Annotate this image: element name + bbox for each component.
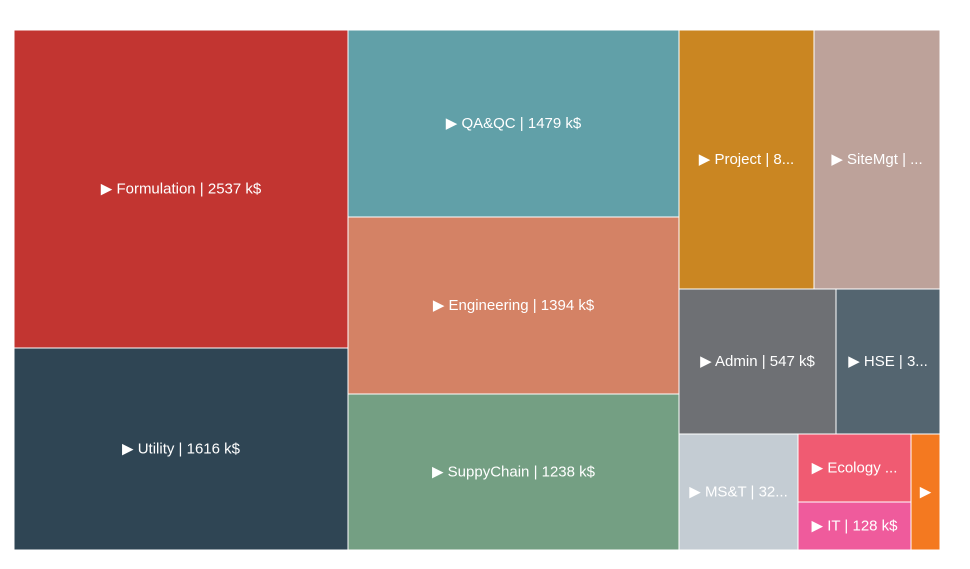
treemap-rect-admin[interactable] bbox=[678, 288, 837, 435]
treemap-tile-admin[interactable]: ▶ Admin | 547 k$ bbox=[678, 288, 837, 435]
treemap-rect-qa-qc[interactable] bbox=[347, 29, 680, 218]
treemap-tile-qa-qc[interactable]: ▶ QA&QC | 1479 k$ bbox=[347, 29, 680, 218]
treemap-label-qa-qc: ▶ QA&QC | 1479 k$ bbox=[446, 115, 582, 132]
treemap-label-engineering: ▶ Engineering | 1394 k$ bbox=[433, 297, 595, 314]
treemap-tile-sitemgt[interactable]: ▶ SiteMgt | ... bbox=[813, 29, 941, 290]
treemap-rect-engineering[interactable] bbox=[347, 216, 680, 395]
treemap-tile-ms-t[interactable]: ▶ MS&T | 32... bbox=[678, 433, 799, 551]
treemap-tile-other[interactable]: ▶ bbox=[910, 433, 941, 551]
treemap-label-hse: ▶ HSE | 3... bbox=[848, 353, 928, 370]
treemap-tile-suppychain[interactable]: ▶ SuppyChain | 1238 k$ bbox=[347, 393, 680, 551]
treemap-rect-suppychain[interactable] bbox=[347, 393, 680, 551]
treemap-label-suppychain: ▶ SuppyChain | 1238 k$ bbox=[432, 464, 596, 481]
treemap-rect-project[interactable] bbox=[678, 29, 815, 290]
treemap-tile-it[interactable]: ▶ IT | 128 k$ bbox=[797, 501, 912, 551]
treemap-label-admin: ▶ Admin | 547 k$ bbox=[700, 353, 815, 370]
treemap-label-project: ▶ Project | 8... bbox=[699, 151, 794, 168]
treemap-label-utility: ▶ Utility | 1616 k$ bbox=[122, 441, 241, 458]
treemap-rect-utility[interactable] bbox=[13, 347, 349, 551]
treemap-rect-other[interactable] bbox=[910, 433, 941, 551]
treemap-label-ecology: ▶ Ecology ... bbox=[812, 460, 898, 477]
treemap-label-ms-t: ▶ MS&T | 32... bbox=[689, 484, 788, 501]
treemap-rect-formulation[interactable] bbox=[13, 29, 349, 349]
treemap-rect-sitemgt[interactable] bbox=[813, 29, 941, 290]
treemap-tile-hse[interactable]: ▶ HSE | 3... bbox=[835, 288, 941, 435]
treemap-label-sitemgt: ▶ SiteMgt | ... bbox=[831, 151, 922, 168]
treemap-tile-utility[interactable]: ▶ Utility | 1616 k$ bbox=[13, 347, 349, 551]
treemap-label-it: ▶ IT | 128 k$ bbox=[811, 518, 898, 535]
treemap-tile-formulation[interactable]: ▶ Formulation | 2537 k$ bbox=[13, 29, 349, 349]
treemap-rect-it[interactable] bbox=[797, 501, 912, 551]
treemap-tile-project[interactable]: ▶ Project | 8... bbox=[678, 29, 815, 290]
treemap-label-other: ▶ bbox=[920, 484, 932, 501]
treemap-tile-engineering[interactable]: ▶ Engineering | 1394 k$ bbox=[347, 216, 680, 395]
treemap-label-formulation: ▶ Formulation | 2537 k$ bbox=[101, 181, 262, 198]
treemap-rect-ms-t[interactable] bbox=[678, 433, 799, 551]
treemap-tile-ecology[interactable]: ▶ Ecology ... bbox=[797, 433, 912, 503]
